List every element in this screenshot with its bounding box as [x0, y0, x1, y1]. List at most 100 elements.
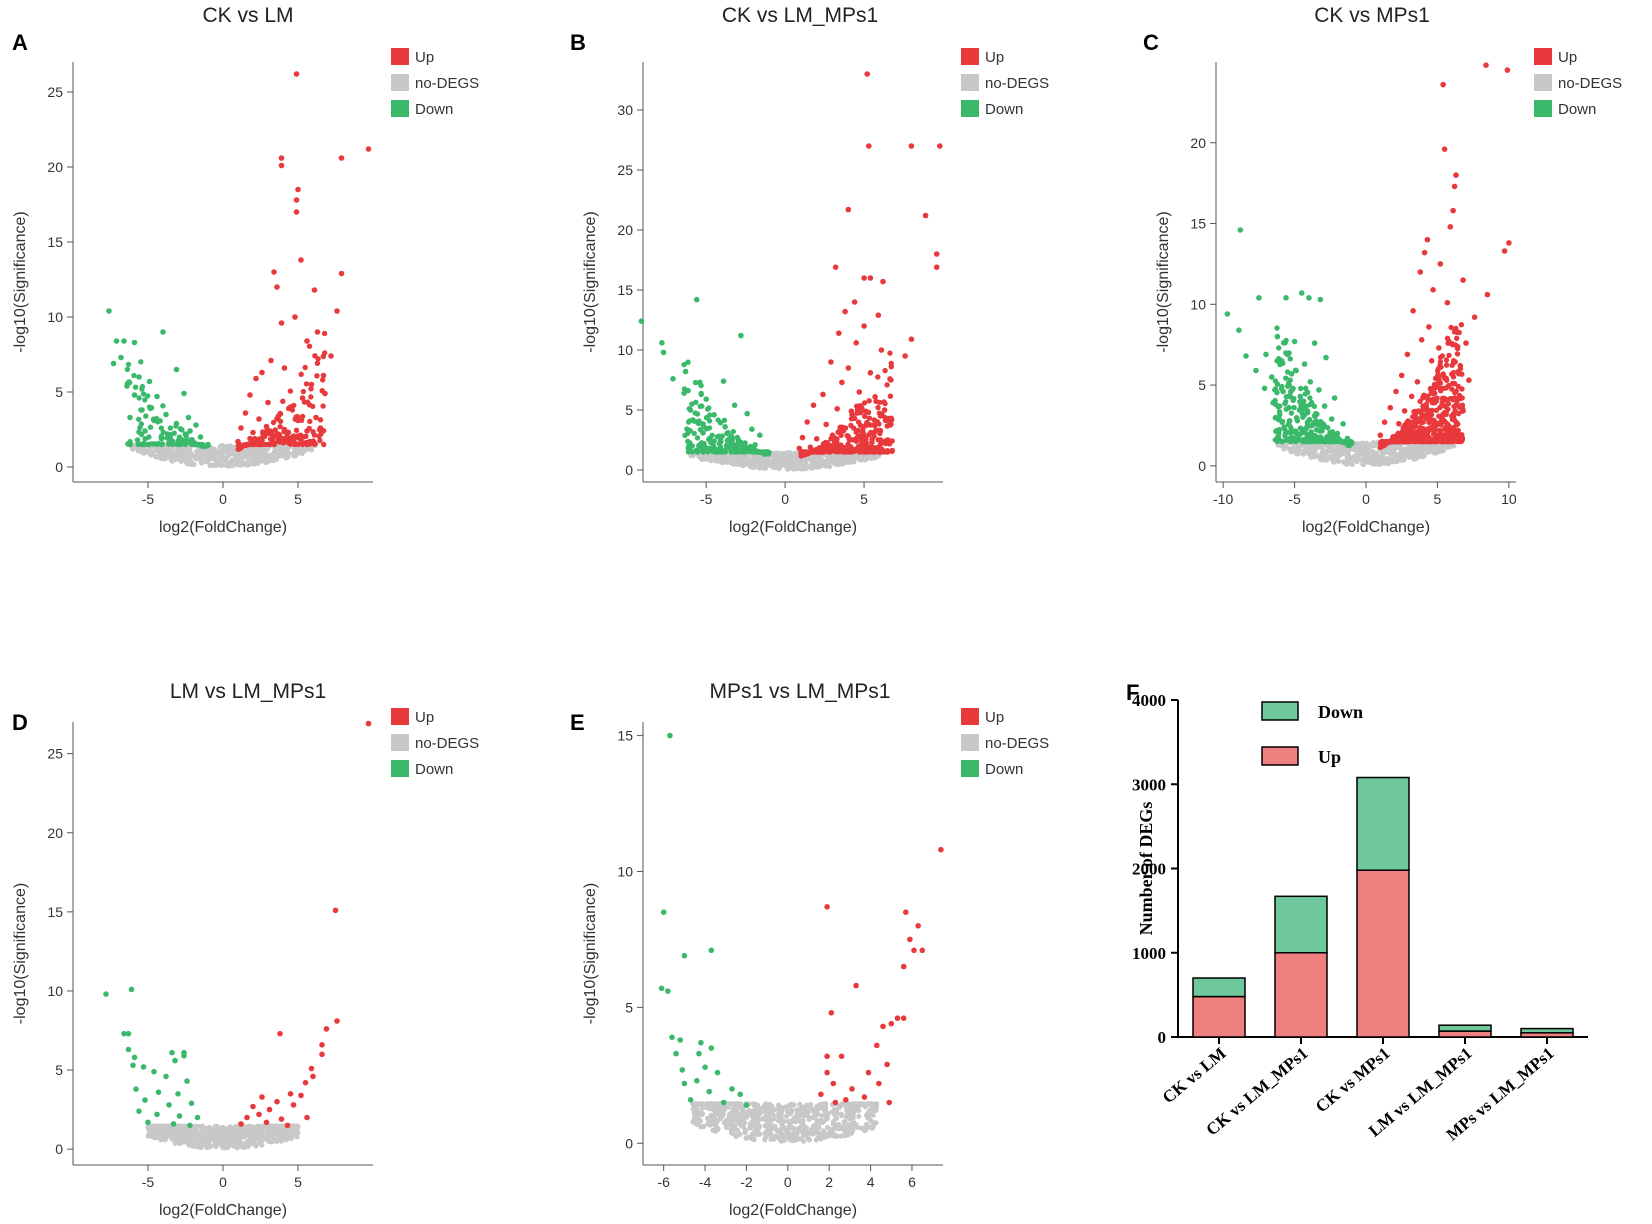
up-point	[877, 430, 883, 437]
down-point	[1309, 399, 1315, 406]
down-point	[1340, 421, 1346, 427]
up-point	[937, 143, 943, 149]
no-degs-point	[220, 453, 226, 460]
down-point	[1306, 417, 1312, 423]
up-point	[861, 400, 868, 406]
up-point	[1441, 426, 1448, 432]
up-point	[319, 1051, 325, 1058]
up-point	[871, 433, 877, 439]
down-point	[1300, 428, 1307, 434]
up-point	[1438, 418, 1445, 424]
up-point	[1451, 183, 1458, 190]
down-point	[1311, 340, 1318, 346]
down-point	[1291, 338, 1298, 345]
up-point	[796, 445, 803, 452]
no-degs-point	[713, 455, 719, 462]
down-point	[125, 1046, 132, 1053]
down-point	[1305, 423, 1311, 429]
down-point	[140, 391, 147, 397]
no-degs-point	[1296, 444, 1302, 450]
up-point	[314, 373, 320, 379]
no-degs-point	[176, 450, 182, 457]
no-degs-point	[1345, 455, 1351, 462]
up-point	[1443, 362, 1450, 368]
y-tick-label: 10	[47, 309, 63, 325]
up-point	[1418, 410, 1424, 416]
no-degs-point	[772, 450, 778, 457]
no-degs-point	[780, 457, 786, 463]
no-degs-point	[268, 1128, 274, 1134]
up-point	[862, 413, 868, 419]
up-point	[302, 364, 308, 371]
up-point	[304, 1114, 310, 1121]
no-degs-point	[222, 1135, 228, 1141]
down-point	[725, 429, 731, 436]
legend-swatch	[391, 708, 409, 725]
up-point	[867, 275, 874, 281]
no-degs-point	[191, 1135, 197, 1141]
up-point	[879, 439, 886, 446]
down-point	[1316, 387, 1322, 393]
x-tick-label: -5	[142, 1174, 155, 1190]
down-point	[692, 379, 699, 386]
down-point	[131, 1054, 138, 1061]
up-point	[277, 424, 283, 430]
up-point	[285, 429, 292, 435]
no-degs-point	[772, 464, 778, 471]
y-tick-label: 10	[1190, 296, 1206, 312]
no-degs-point	[1311, 447, 1317, 453]
down-point	[670, 376, 676, 382]
up-point	[848, 422, 854, 429]
up-point	[1452, 395, 1458, 401]
up-point	[1428, 416, 1434, 423]
up-point	[933, 264, 940, 271]
up-point	[853, 340, 859, 346]
up-point	[1459, 402, 1466, 408]
down-point	[1236, 327, 1242, 334]
legend-swatch	[1534, 48, 1552, 65]
down-point	[717, 420, 724, 426]
legend-label: no-DEGS	[415, 75, 479, 92]
up-point	[303, 439, 309, 446]
panel-label: B	[570, 30, 586, 55]
down-point	[183, 431, 189, 437]
no-degs-point	[1335, 452, 1341, 458]
up-point	[292, 416, 298, 422]
up-point	[875, 444, 881, 451]
no-degs-point	[1414, 455, 1420, 461]
up-point	[872, 394, 878, 400]
no-degs-point	[272, 454, 278, 460]
up-point	[1401, 424, 1407, 430]
up-point	[1440, 371, 1446, 377]
no-degs-point	[803, 458, 809, 464]
down-point	[1298, 385, 1304, 392]
up-point	[881, 399, 887, 405]
up-point	[328, 353, 334, 359]
up-point	[823, 421, 829, 428]
up-point	[278, 1116, 285, 1122]
up-point	[884, 423, 890, 429]
no-degs-point	[232, 1137, 238, 1144]
down-point	[1261, 385, 1268, 392]
down-point	[720, 378, 727, 385]
no-degs-point	[756, 465, 763, 471]
up-point	[1381, 439, 1388, 445]
no-degs-point	[1365, 445, 1371, 451]
up-point	[1410, 437, 1417, 443]
plot-title: LM vs LM_MPs1	[170, 680, 326, 703]
up-point	[1454, 351, 1461, 357]
down-point	[705, 406, 711, 412]
x-tick-label: 5	[1434, 491, 1442, 507]
up-point	[1428, 411, 1434, 418]
down-point	[194, 1114, 201, 1121]
down-point	[689, 401, 695, 407]
down-point	[703, 396, 709, 403]
down-point	[158, 433, 164, 439]
down-point	[752, 442, 758, 448]
down-point	[166, 1102, 172, 1108]
up-point	[1466, 377, 1472, 384]
up-point	[319, 1042, 325, 1048]
up-point	[1410, 308, 1416, 314]
down-point	[1315, 438, 1322, 445]
